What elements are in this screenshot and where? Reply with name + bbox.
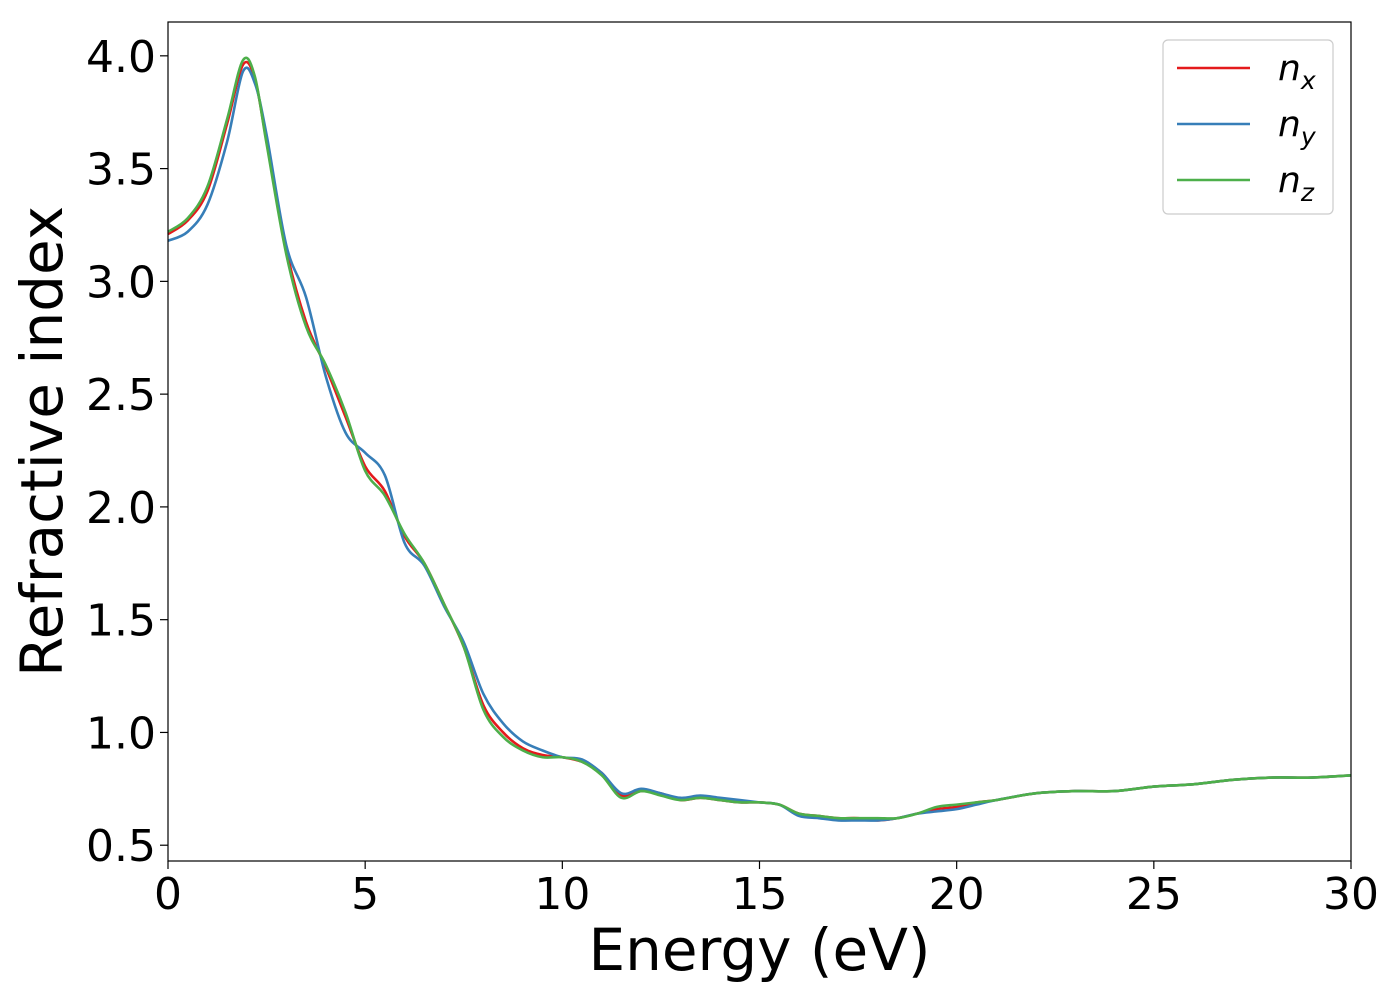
y-tick-label: 2.0 [86, 483, 156, 534]
y-tick-label: 4.0 [86, 32, 156, 83]
x-tick-label: 0 [154, 869, 182, 920]
legend: nx ny nz [1162, 39, 1334, 215]
legend-label-z: nz [1278, 160, 1315, 207]
legend-box [1162, 39, 1334, 215]
y-tick-label: 1.5 [86, 596, 156, 647]
y-axis: 0.5 1.0 1.5 2.0 2.5 3.0 3.5 4.0 [86, 32, 168, 872]
x-axis-title: Energy (eV) [588, 916, 930, 984]
x-axis: 0 5 10 15 20 25 30 [154, 861, 1379, 920]
legend-label-x: nx [1278, 48, 1316, 95]
series-layer [167, 56, 1352, 822]
y-tick-label: 1.0 [86, 708, 156, 759]
x-tick-label: 15 [732, 869, 788, 920]
plot-area [168, 22, 1351, 861]
x-tick-label: 25 [1126, 869, 1182, 920]
x-tick-label: 10 [534, 869, 590, 920]
y-axis-title: Refractive index [8, 206, 76, 677]
x-tick-label: 5 [351, 869, 379, 920]
series-line-z [167, 56, 1352, 820]
y-tick-label: 2.5 [86, 370, 156, 421]
y-tick-label: 3.5 [86, 145, 156, 196]
y-tick-label: 0.5 [86, 821, 156, 872]
legend-label-y: ny [1278, 104, 1317, 151]
y-tick-label: 3.0 [86, 257, 156, 308]
x-tick-label: 30 [1323, 869, 1379, 920]
x-tick-label: 20 [929, 869, 985, 920]
